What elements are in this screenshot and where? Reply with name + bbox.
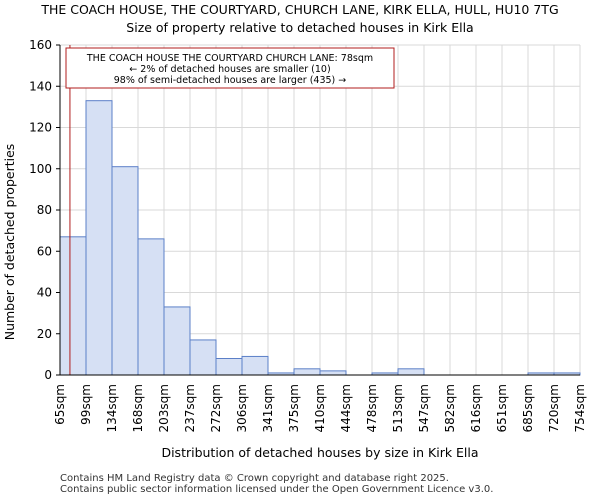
y-tick-label: 160 — [29, 38, 52, 52]
chart-title: THE COACH HOUSE, THE COURTYARD, CHURCH L… — [41, 2, 559, 17]
annotation-line-1: THE COACH HOUSE THE COURTYARD CHURCH LAN… — [86, 53, 373, 64]
x-tick-label: 720sqm — [547, 384, 561, 432]
axes-layer — [56, 44, 580, 376]
x-tick-labels: 65sqm 99sqm 134sqm 168sqm 203sqm 237sqm 272sqm… — [53, 384, 587, 432]
annotation-border — [65, 47, 395, 89]
x-tick-label: 547sqm — [417, 384, 431, 432]
chart-subtitle: Size of property relative to detached ho… — [126, 20, 474, 35]
bars-layer — [59, 100, 581, 376]
x-tick-label: 582sqm — [443, 384, 457, 432]
x-tick-label: 341sqm — [261, 384, 275, 432]
x-tick-label: 99sqm — [79, 384, 93, 425]
y-tick-label: 80 — [37, 203, 52, 217]
x-tick-label: 685sqm — [521, 384, 535, 432]
y-tick-label: 60 — [37, 244, 52, 258]
y-tick-label: 140 — [29, 79, 52, 93]
x-tick-label: 478sqm — [365, 384, 379, 432]
y-tick-label: 0 — [44, 368, 52, 382]
y-tick-label: 40 — [37, 286, 52, 300]
histogram-bar — [85, 100, 113, 376]
x-axis-label: Distribution of detached houses by size … — [161, 445, 478, 460]
y-tick-label: 120 — [29, 121, 52, 135]
histogram-bar — [59, 236, 87, 376]
x-tick-label: 237sqm — [183, 384, 197, 432]
annotation-line-2: ← 2% of detached houses are smaller (10) — [129, 64, 330, 75]
y-tick-label: 100 — [29, 162, 52, 176]
histogram-bar — [189, 339, 217, 376]
x-tick-label: 375sqm — [287, 384, 301, 432]
x-tick-label: 754sqm — [573, 384, 587, 432]
footer-copyright: Contains HM Land Registry data © Crown c… — [60, 473, 449, 484]
x-tick-label: 410sqm — [313, 384, 327, 432]
x-tick-label: 651sqm — [495, 384, 509, 432]
x-tick-label: 134sqm — [105, 384, 119, 432]
x-tick-label: 616sqm — [469, 384, 483, 432]
histogram-bar — [215, 358, 243, 376]
histogram-bar — [111, 166, 139, 376]
histogram-bar — [137, 238, 165, 376]
annotation-line-3: 98% of semi-detached houses are larger (… — [114, 75, 347, 86]
x-tick-label: 65sqm — [53, 384, 67, 425]
annotation-box: THE COACH HOUSE THE COURTYARD CHURCH LAN… — [65, 47, 395, 89]
x-tick-label: 168sqm — [131, 384, 145, 432]
histogram-bar — [319, 370, 347, 376]
histogram-bar — [293, 368, 321, 376]
histogram-bar — [163, 306, 191, 376]
x-tick-label: 444sqm — [339, 384, 353, 432]
histogram-bar — [241, 355, 269, 376]
y-tick-labels: 0 20 40 60 80 100 120 140 160 — [29, 38, 52, 382]
histogram-bar — [397, 368, 425, 376]
x-tick-label: 272sqm — [209, 384, 223, 432]
y-tick-label: 20 — [37, 327, 52, 341]
footer-licence: Contains public sector information licen… — [60, 484, 494, 495]
y-axis-label: Number of detached properties — [2, 144, 17, 341]
x-tick-label: 513sqm — [391, 384, 405, 432]
x-tick-label: 203sqm — [157, 384, 171, 432]
x-tick-label: 306sqm — [235, 384, 249, 432]
